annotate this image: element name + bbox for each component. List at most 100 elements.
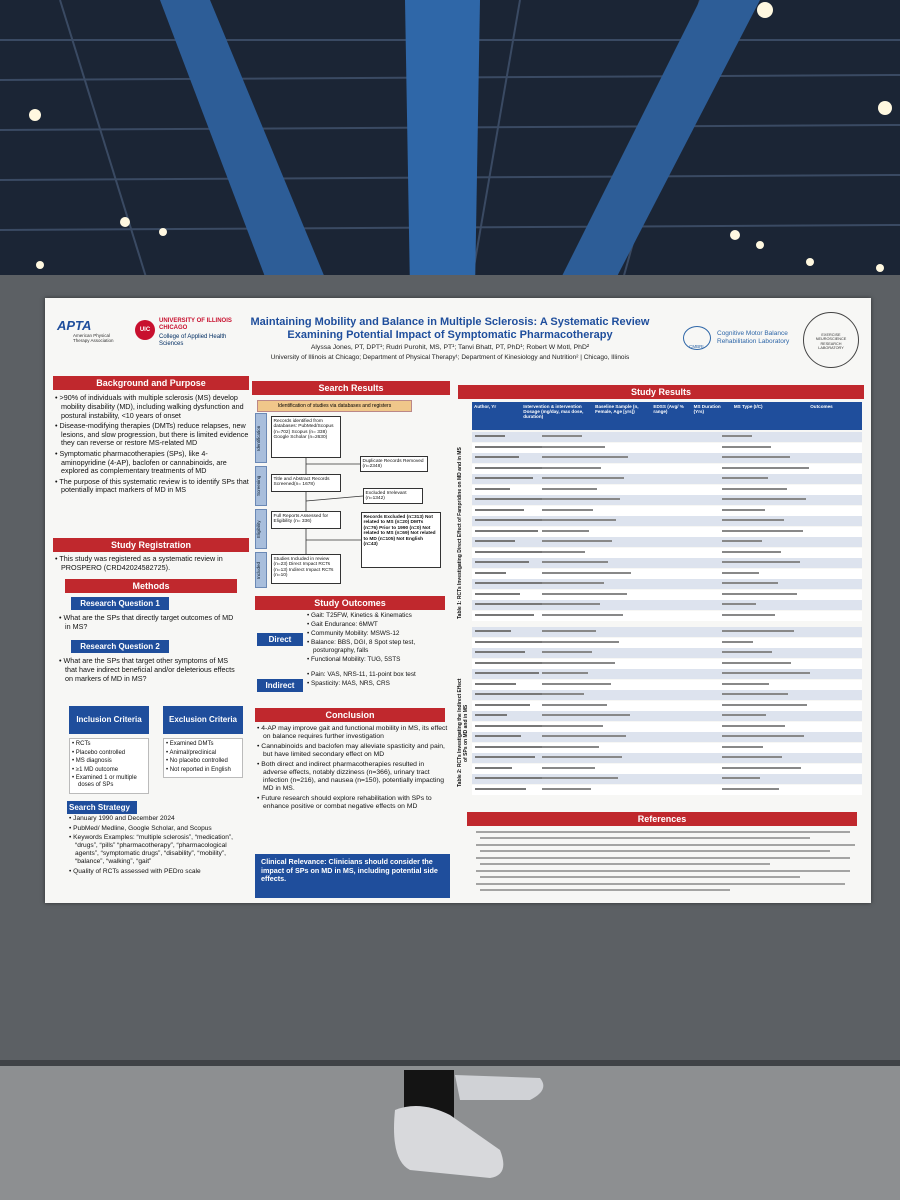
row-text bbox=[475, 508, 524, 511]
row-text bbox=[475, 435, 505, 437]
table-row bbox=[472, 453, 862, 463]
list-item: Gait: T25FW, Kinetics & Kinematics bbox=[307, 612, 449, 620]
table-row bbox=[472, 753, 862, 763]
table-header: Author, Yr Intervention & intervention Do… bbox=[472, 402, 862, 430]
list-item: Gait Endurance: 6MWT bbox=[307, 621, 449, 629]
direct-list: Gait: T25FW, Kinetics & KinematicsGait E… bbox=[307, 612, 449, 665]
row-text bbox=[722, 640, 753, 643]
list-item: January 1990 and December 2024 bbox=[69, 815, 251, 823]
row-text bbox=[475, 630, 511, 632]
row-text bbox=[542, 456, 628, 458]
row-text bbox=[475, 445, 542, 448]
row-text bbox=[542, 714, 630, 716]
outcome-label: Direct bbox=[257, 633, 303, 646]
table-row bbox=[472, 784, 862, 795]
row-text bbox=[475, 777, 549, 779]
row-text bbox=[542, 445, 605, 448]
row-text bbox=[475, 582, 543, 584]
row-text bbox=[542, 613, 623, 616]
flow-box: Duplicate Records Removed (n=2348) bbox=[360, 456, 428, 472]
row-text bbox=[722, 756, 782, 758]
poster: APTA American Physical Therapy Associati… bbox=[45, 298, 871, 903]
row-text bbox=[722, 603, 756, 605]
flow-arrows bbox=[305, 458, 364, 554]
row-text bbox=[475, 766, 512, 769]
table-row bbox=[472, 700, 862, 711]
registration-text: This study was registered as a systemati… bbox=[55, 554, 249, 573]
section-header: Study Registration bbox=[53, 538, 249, 552]
list-item: ≥1 MD outcome bbox=[72, 767, 146, 774]
list-item: Keywords Examples: “multiple sclerosis”,… bbox=[69, 834, 251, 866]
table-row bbox=[472, 711, 862, 721]
section-header: Study Results bbox=[458, 385, 864, 399]
column-header: Intervention & intervention Dosage (mg/d… bbox=[523, 404, 584, 420]
row-text bbox=[722, 682, 769, 685]
table-row bbox=[472, 589, 862, 600]
column-header: MS Type (I/C) bbox=[733, 404, 763, 409]
flow-box: Records Excluded (n=313) Not related to … bbox=[361, 512, 441, 568]
rq1-text: What are the SPs that directly target ou… bbox=[59, 613, 239, 632]
row-text bbox=[475, 682, 516, 685]
section-header: Search Results bbox=[252, 381, 450, 395]
row-text bbox=[722, 456, 790, 458]
row-text bbox=[542, 640, 619, 643]
row-text bbox=[542, 582, 604, 584]
table-row bbox=[472, 774, 862, 784]
row-text bbox=[475, 735, 521, 737]
row-text bbox=[722, 672, 810, 674]
uic-name: UNIVERSITY OF ILLINOIS CHICAGO bbox=[159, 318, 232, 331]
row-text bbox=[475, 487, 510, 490]
criteria-header: Inclusion Criteria bbox=[69, 706, 149, 734]
row-text bbox=[542, 703, 607, 706]
row-text bbox=[722, 693, 788, 695]
list-item: 4-AP may improve gait and functional mob… bbox=[257, 725, 449, 741]
row-text bbox=[475, 672, 539, 674]
row-text bbox=[722, 498, 806, 500]
rq2-text: What are the SPs that target other sympt… bbox=[59, 656, 239, 683]
row-text bbox=[722, 477, 768, 479]
row-text bbox=[722, 661, 791, 664]
background-list: >90% of individuals with multiple sclero… bbox=[55, 393, 249, 497]
row-text bbox=[722, 592, 797, 595]
enrl-logo: EXERCISE NEUROSCIENCE RESEARCH LABORATOR… bbox=[803, 312, 859, 368]
flow-box: Studies Included in review (n=23) Direct… bbox=[271, 554, 341, 584]
table-row bbox=[472, 568, 862, 579]
rq1-list: What are the SPs that directly target ou… bbox=[59, 613, 239, 633]
flow-title: Identification of studies via databases … bbox=[257, 400, 412, 412]
list-item: Future research should explore rehabilit… bbox=[257, 795, 449, 811]
row-text bbox=[475, 498, 547, 500]
row-text bbox=[542, 661, 615, 664]
row-text bbox=[475, 787, 526, 790]
section-header: References bbox=[467, 812, 857, 826]
list-item: Examined 1 or multiple doses of SPs bbox=[72, 775, 146, 789]
reference-lines bbox=[476, 831, 855, 891]
row-text bbox=[475, 529, 538, 532]
row-text bbox=[722, 724, 785, 727]
row-text bbox=[542, 756, 622, 758]
table-row bbox=[472, 558, 862, 568]
column-header: Outcomes bbox=[810, 404, 833, 409]
table-row bbox=[472, 610, 862, 621]
row-text bbox=[722, 571, 759, 574]
row-text bbox=[475, 745, 558, 748]
uic-college: College of Applied Health Sciences bbox=[159, 334, 227, 347]
table-caption: Table 1: RCTs Investigating Direct Effec… bbox=[457, 447, 463, 619]
row-text bbox=[475, 651, 525, 653]
row-text bbox=[722, 435, 752, 437]
column-header: MS Duration (Yrs) bbox=[693, 404, 721, 415]
row-text bbox=[475, 592, 520, 595]
table-row bbox=[472, 547, 862, 558]
row-text bbox=[722, 735, 804, 737]
table-row bbox=[472, 442, 862, 453]
list-item: Quality of RCTs assessed with PEDro scal… bbox=[69, 868, 251, 876]
row-text bbox=[542, 777, 618, 779]
row-text bbox=[542, 540, 612, 542]
authors: Alyssa Jones, PT, DPT¹; Rudri Purohit, M… bbox=[310, 344, 590, 351]
question-header: Research Question 2 bbox=[71, 640, 169, 653]
row-text bbox=[542, 519, 616, 521]
list-item: Functional Mobility: TUG, 5STS bbox=[307, 656, 449, 664]
row-text bbox=[542, 745, 599, 748]
list-item: RCTs bbox=[72, 741, 146, 748]
row-text bbox=[722, 787, 779, 790]
table-caption: Table 2: RCTs Investigating the Indirect… bbox=[457, 678, 469, 788]
